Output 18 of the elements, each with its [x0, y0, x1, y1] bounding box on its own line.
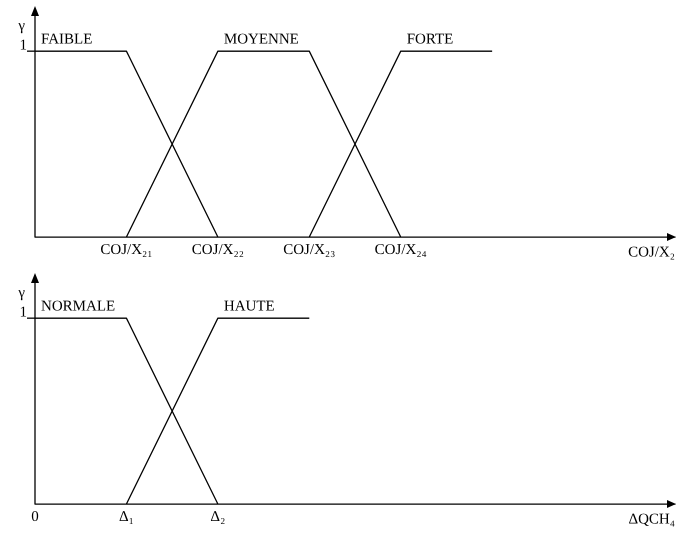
y-axis-title: γ	[17, 18, 26, 34]
x-axis-title: COJ/X₂	[628, 244, 675, 260]
series-label: FORTE	[406, 32, 454, 48]
series-label: HAUTE	[224, 298, 275, 315]
x-tick-label: 0	[31, 508, 39, 525]
y-axis-title: γ	[17, 284, 26, 301]
x-tick-label: COJ/X₂₄	[374, 242, 427, 258]
x-axis-title: ΔQCH₄	[628, 511, 675, 528]
legend-label: FAIBLE	[41, 32, 92, 48]
x-tick-label: COJ/X₂₃	[283, 242, 336, 258]
x-tick-label: Δ₁	[118, 508, 134, 525]
x-tick-label: COJ/X₂₂	[192, 242, 244, 258]
x-tick-label: COJ/X₂₁	[100, 242, 152, 258]
text: 1	[20, 304, 27, 321]
series-label: MOYENNE	[224, 32, 299, 48]
legend-label: NORMALE	[41, 298, 116, 315]
text: 1	[20, 38, 27, 54]
x-tick-label: Δ₂	[210, 508, 226, 525]
